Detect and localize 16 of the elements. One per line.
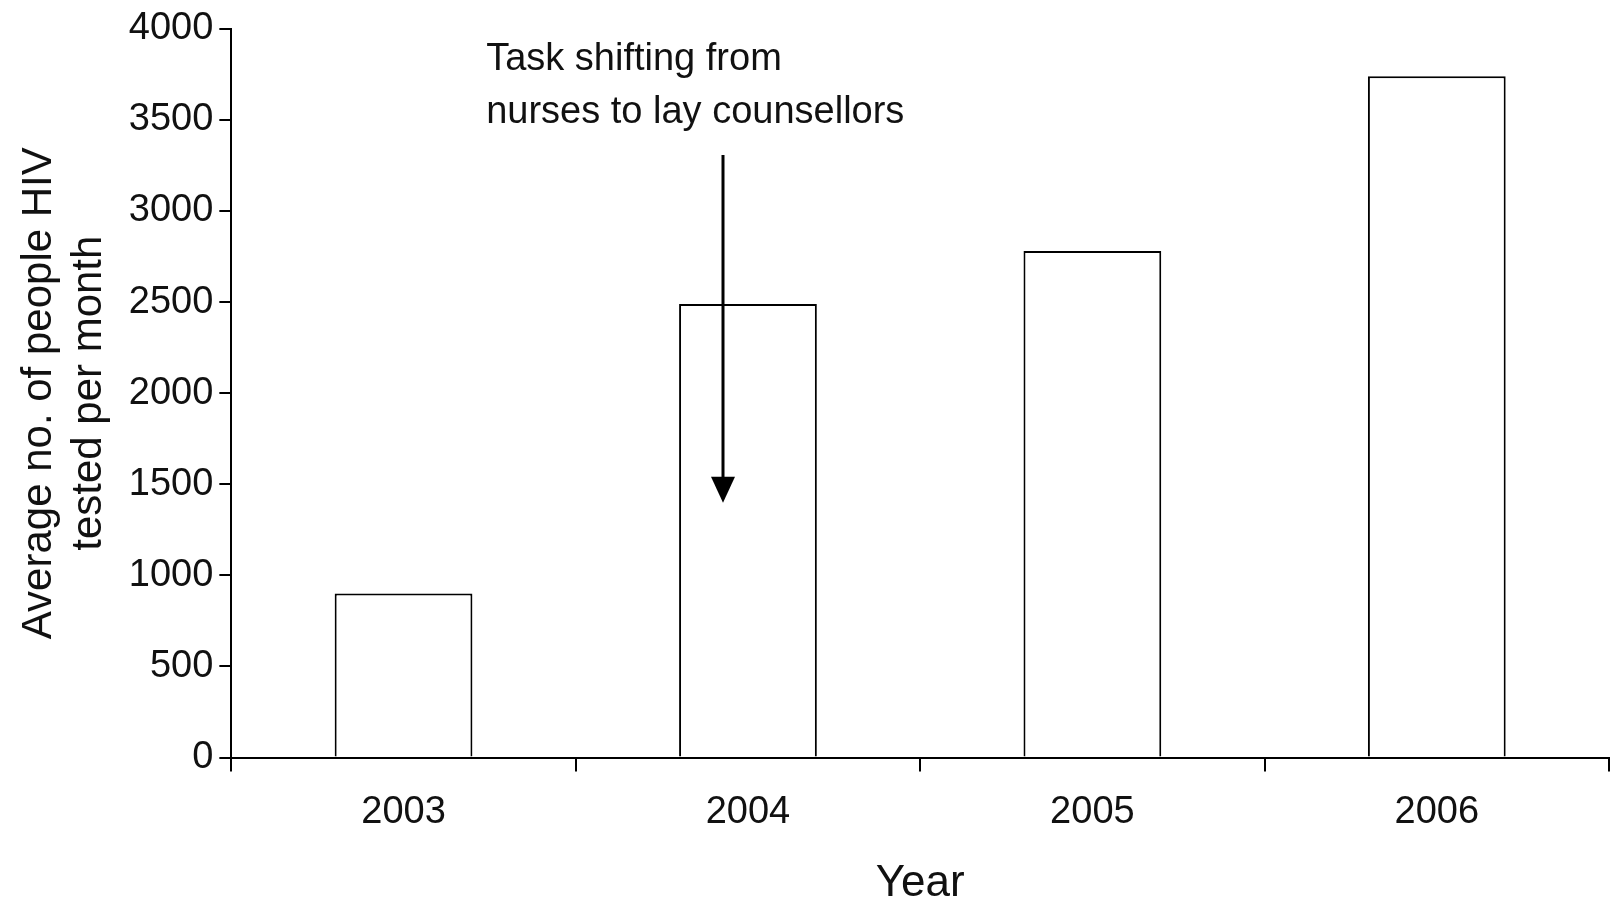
y-tick-label: 3000 [128,187,214,230]
y-tick-label: 2500 [128,278,214,321]
x-tick-label: 2004 [705,788,791,831]
x-tick-label: 2003 [361,788,446,831]
x-tick-label: 2006 [1394,788,1480,831]
y-tick-label: 2000 [128,369,214,412]
y-tick-label: 0 [192,734,214,777]
y-tick-label: 1000 [128,551,214,594]
y-tick-label: 500 [149,642,214,685]
annotation: Task shifting from nurses to lay counsellors [486,34,905,133]
y-tick-label: 4000 [128,5,214,48]
y-axis-title: Average no. of people HIV tested per month [12,147,111,640]
y-tick-label: 1500 [128,460,214,503]
x-tick-label: 2005 [1050,788,1135,831]
y-tick-label: 3500 [128,96,214,139]
x-axis-title: Year [875,855,965,905]
